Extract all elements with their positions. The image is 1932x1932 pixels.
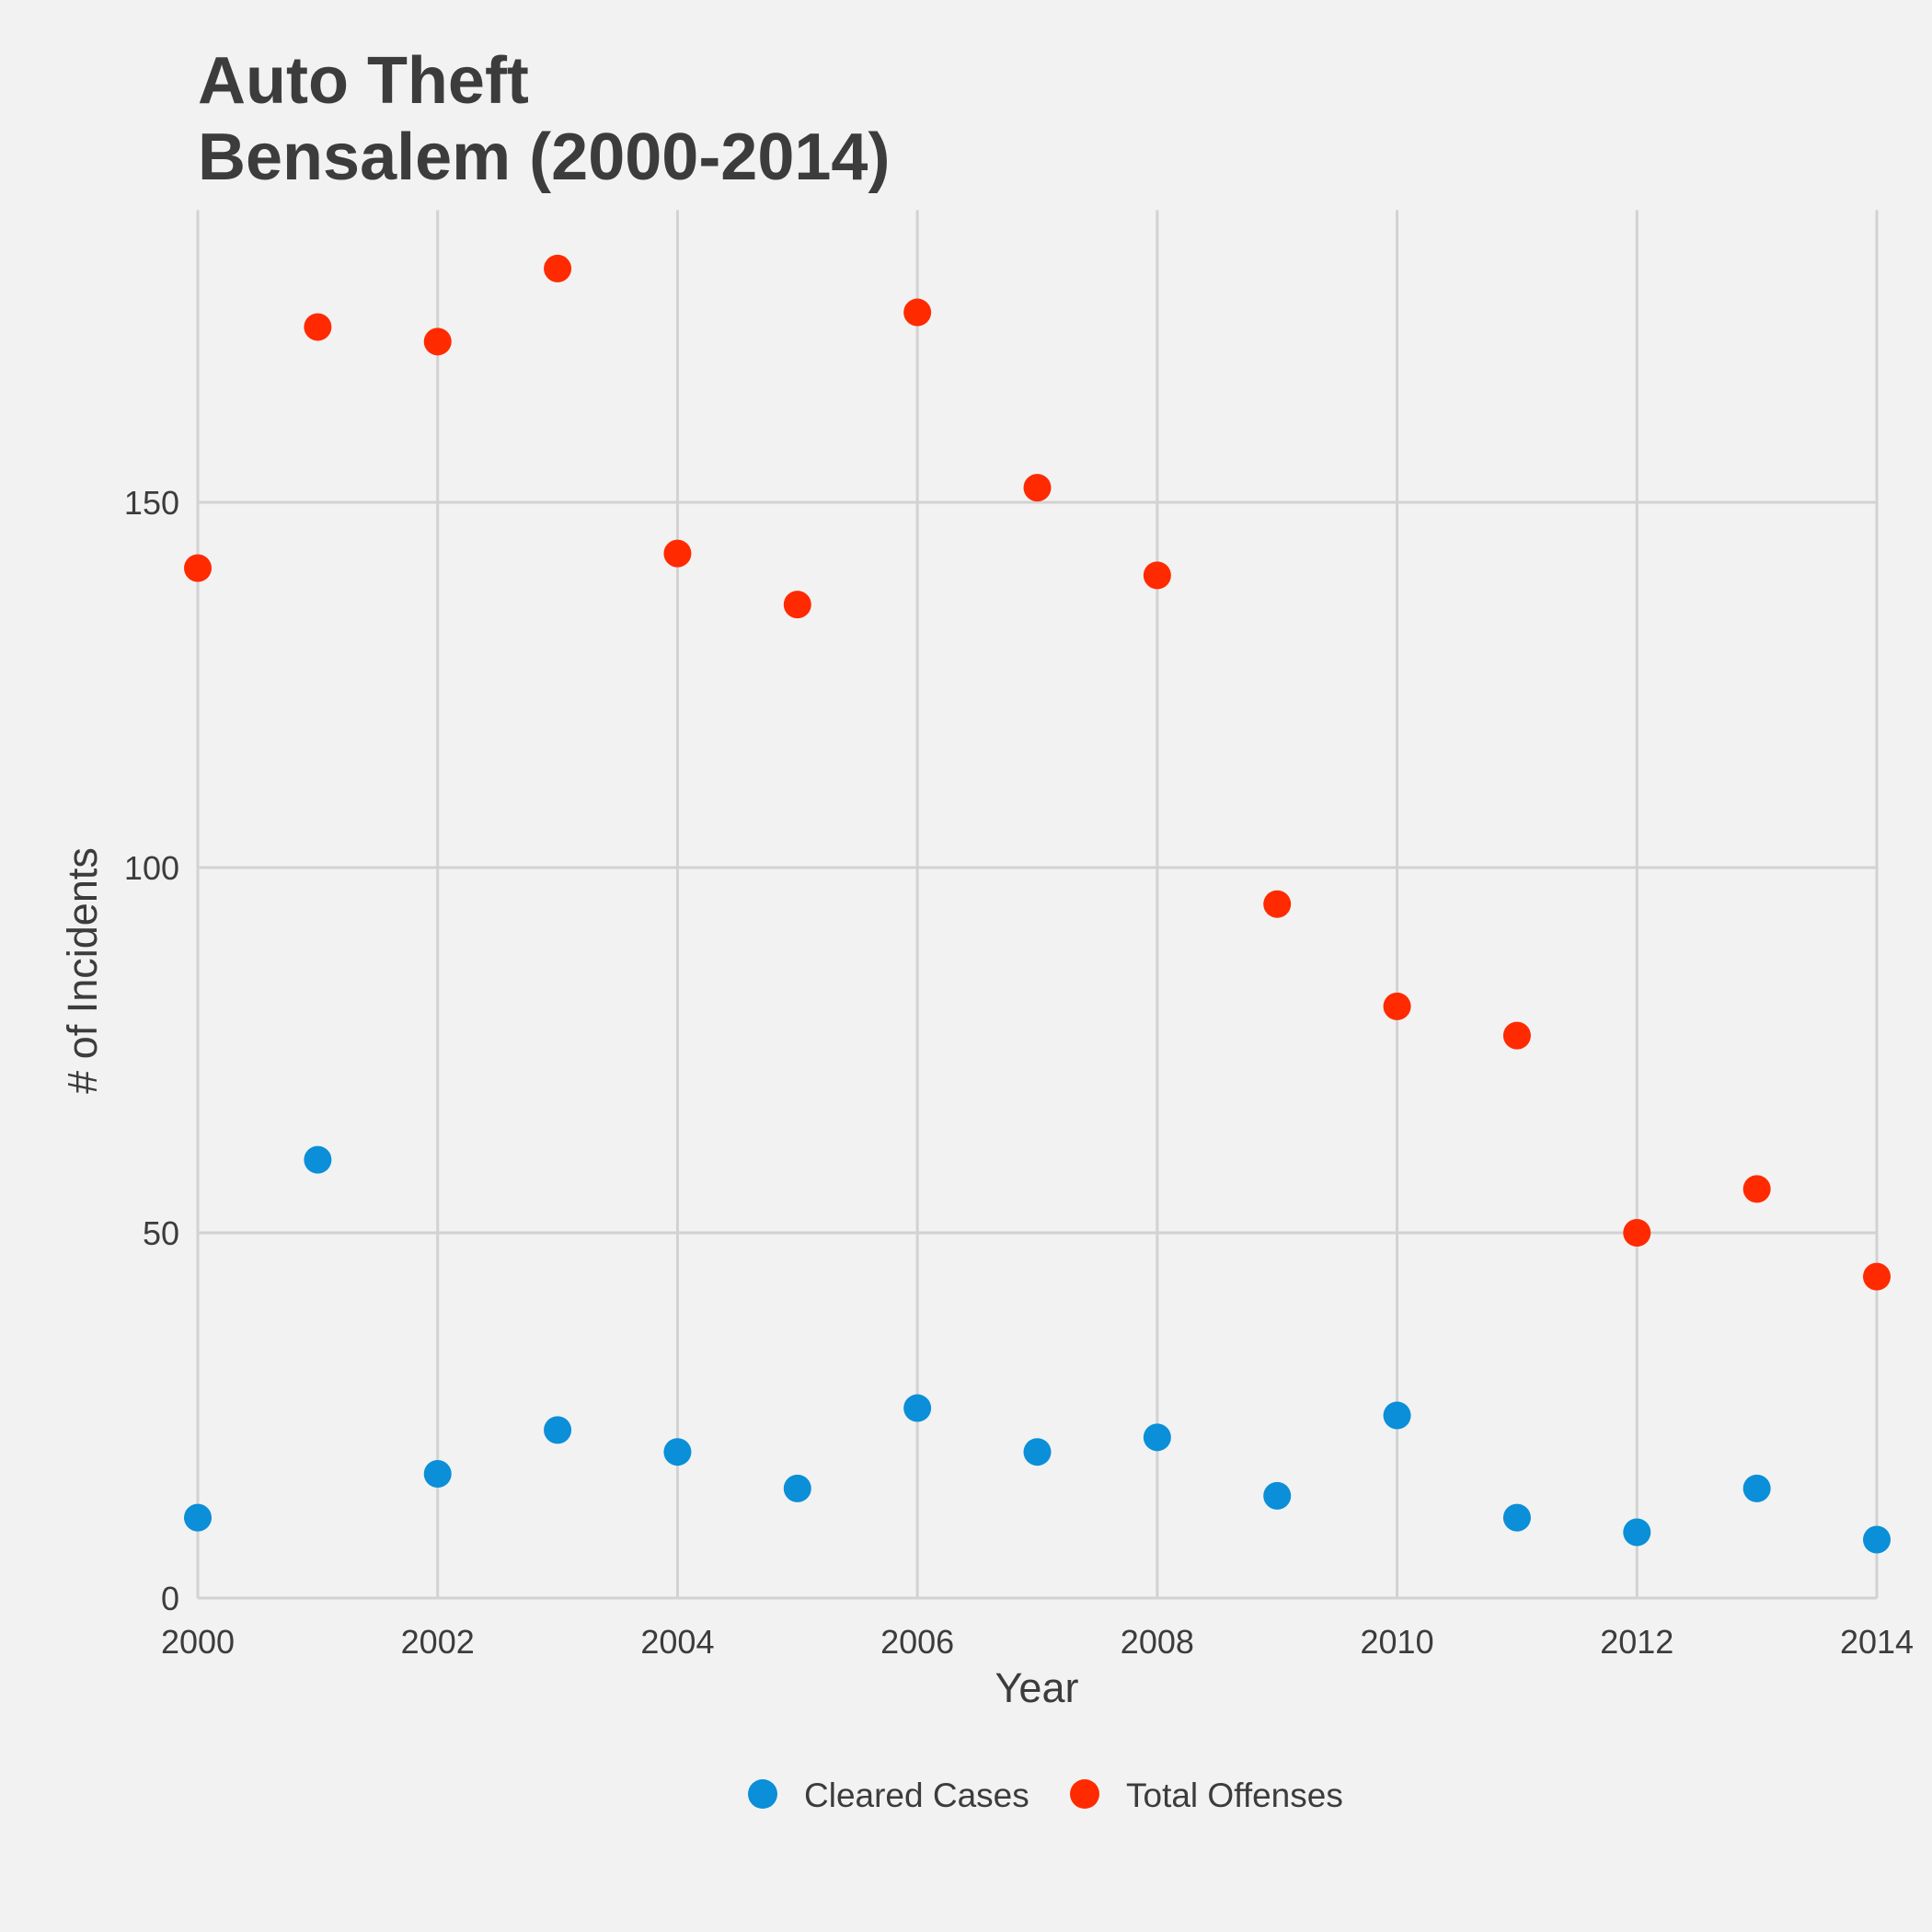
x-tick-label-2006: 2006 xyxy=(880,1623,954,1661)
legend-marker-cleared-cases xyxy=(748,1779,777,1809)
legend-item-total-offenses: Total Offenses xyxy=(1070,1777,1343,1814)
point-cleared-cases-2012 xyxy=(1623,1518,1651,1547)
point-total-offenses-2006 xyxy=(903,298,932,327)
point-cleared-cases-2001 xyxy=(304,1145,332,1174)
point-total-offenses-2000 xyxy=(184,554,212,582)
point-total-offenses-2005 xyxy=(783,591,811,619)
point-cleared-cases-2011 xyxy=(1502,1503,1531,1532)
legend-label-cleared-cases: Cleared Cases xyxy=(804,1777,1029,1814)
point-cleared-cases-2014 xyxy=(1863,1525,1891,1554)
point-total-offenses-2001 xyxy=(304,313,332,341)
point-total-offenses-2002 xyxy=(423,328,452,356)
point-cleared-cases-2002 xyxy=(423,1460,452,1489)
point-total-offenses-2003 xyxy=(544,254,572,282)
x-tick-label-2014: 2014 xyxy=(1840,1623,1914,1661)
y-tick-label-0: 0 xyxy=(161,1580,179,1617)
point-total-offenses-2014 xyxy=(1863,1262,1891,1291)
point-total-offenses-2008 xyxy=(1143,561,1171,590)
point-cleared-cases-2007 xyxy=(1023,1438,1052,1466)
point-total-offenses-2012 xyxy=(1623,1219,1651,1247)
chart-title-line-1: Auto Theft xyxy=(198,44,529,118)
x-tick-label-2008: 2008 xyxy=(1121,1623,1194,1661)
point-cleared-cases-2010 xyxy=(1383,1401,1411,1430)
y-tick-label-150: 150 xyxy=(124,484,179,522)
point-cleared-cases-2009 xyxy=(1263,1481,1292,1510)
point-total-offenses-2010 xyxy=(1383,992,1411,1020)
point-cleared-cases-2003 xyxy=(544,1416,572,1444)
y-tick-label-100: 100 xyxy=(124,849,179,887)
point-cleared-cases-2013 xyxy=(1742,1474,1771,1502)
x-tick-label-2002: 2002 xyxy=(401,1623,475,1661)
point-total-offenses-2009 xyxy=(1263,890,1292,918)
point-cleared-cases-2008 xyxy=(1143,1423,1171,1452)
x-axis-title: Year xyxy=(995,1664,1079,1711)
x-tick-label-2000: 2000 xyxy=(161,1623,235,1661)
legend-item-cleared-cases: Cleared Cases xyxy=(748,1777,1029,1814)
y-tick-label-50: 50 xyxy=(143,1214,179,1252)
gridlines xyxy=(196,210,1879,1600)
y-axis-title: # of Incidents xyxy=(59,847,106,1094)
point-cleared-cases-2006 xyxy=(903,1394,932,1422)
point-total-offenses-2004 xyxy=(663,539,692,568)
point-cleared-cases-2000 xyxy=(184,1503,212,1532)
point-total-offenses-2011 xyxy=(1502,1021,1531,1050)
point-total-offenses-2007 xyxy=(1023,474,1052,502)
x-tick-label-2004: 2004 xyxy=(640,1623,714,1661)
legend: Cleared Cases Total Offenses xyxy=(748,1777,1343,1814)
legend-marker-total-offenses xyxy=(1070,1779,1099,1809)
point-cleared-cases-2004 xyxy=(663,1438,692,1466)
chart-title-line-2: Bensalem (2000-2014) xyxy=(198,121,890,194)
data-points xyxy=(184,254,1891,1554)
x-tick-label-2010: 2010 xyxy=(1361,1623,1434,1661)
legend-label-total-offenses: Total Offenses xyxy=(1126,1777,1343,1814)
tick-labels: 2000 2002 2004 2006 2008 2010 2012 2014 0 50 100 15… xyxy=(124,484,1914,1661)
point-cleared-cases-2005 xyxy=(783,1474,811,1502)
x-tick-label-2012: 2012 xyxy=(1600,1623,1673,1661)
point-total-offenses-2013 xyxy=(1742,1175,1771,1203)
